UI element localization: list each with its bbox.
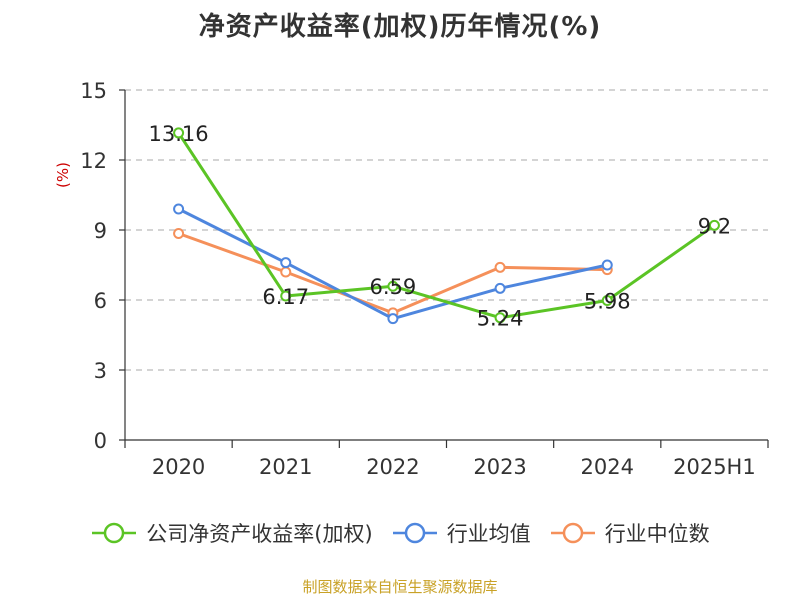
x-tick-label: 2021 [259, 455, 312, 479]
series-lines [173, 127, 720, 325]
legend-item-1[interactable]: 行业均值 [391, 518, 531, 548]
legend-marker-icon [550, 522, 595, 544]
x-tick-label: 2025H1 [673, 455, 756, 479]
legend-marker-circle [404, 522, 425, 544]
series-point-1 [173, 203, 185, 215]
x-tick-label: 2024 [581, 455, 634, 479]
data-label: 9.2 [698, 214, 731, 238]
x-tick-label: 2023 [473, 455, 526, 479]
series-point-1 [494, 282, 506, 294]
y-axis-label: (%) [54, 162, 72, 188]
series-point-0 [494, 312, 506, 324]
series-point-1 [387, 313, 399, 325]
data-labels: 13.16 6.17 6.59 5.24 5.98 9.2 [149, 122, 732, 331]
legend: 公司净资产收益率(加权) 行业均值 行业中位数 [0, 518, 800, 548]
data-label: 6.17 [262, 285, 309, 309]
series-point-1 [280, 257, 292, 269]
legend-marker-icon [392, 522, 437, 544]
legend-item-2[interactable]: 行业中位数 [549, 518, 710, 548]
x-tick-label: 2020 [152, 455, 205, 479]
legend-label: 公司净资产收益率(加权) [146, 522, 373, 546]
series-point-2 [494, 261, 506, 273]
legend-marker-circle [104, 522, 125, 544]
chart-title: 净资产收益率(加权)历年情况(%) [198, 12, 602, 42]
series-line-2 [178, 232, 608, 315]
y-tick-label: 12 [80, 149, 107, 173]
x-tick-label: 2022 [366, 455, 419, 479]
legend-marker-circle [562, 522, 583, 544]
legend-label: 行业均值 [446, 522, 531, 546]
series-point-0 [387, 280, 399, 292]
series-point-0 [173, 127, 185, 139]
y-tick-label: 3 [94, 359, 107, 383]
y-tick-label: 6 [94, 289, 107, 313]
series-point-2 [280, 266, 292, 278]
data-label: 13.16 [149, 122, 209, 146]
data-label: 6.59 [370, 275, 417, 299]
legend-item-0[interactable]: 公司净资产收益率(加权) [90, 518, 373, 548]
source-note: 制图数据来自恒生聚源数据库 [302, 578, 498, 596]
y-tick-label: 9 [94, 219, 107, 243]
series-point-0 [708, 219, 720, 231]
data-label: 5.98 [584, 289, 631, 313]
axes: 0 3 6 9 12 15 2020 2021 2022 2023 2024 2025H1 (%) [54, 79, 769, 479]
series-point-1 [601, 259, 613, 271]
y-tick-label: 0 [94, 429, 107, 453]
series-point-0 [280, 290, 292, 302]
legend-label: 行业中位数 [604, 522, 710, 546]
series-point-2 [173, 228, 185, 239]
series-line-1 [177, 207, 608, 321]
grid-lines [125, 89, 768, 371]
legend-marker-icon [92, 522, 137, 544]
y-tick-label: 15 [80, 79, 107, 103]
series-line-0 [177, 132, 716, 320]
series-point-0 [601, 294, 613, 306]
data-label: 5.24 [477, 307, 524, 331]
